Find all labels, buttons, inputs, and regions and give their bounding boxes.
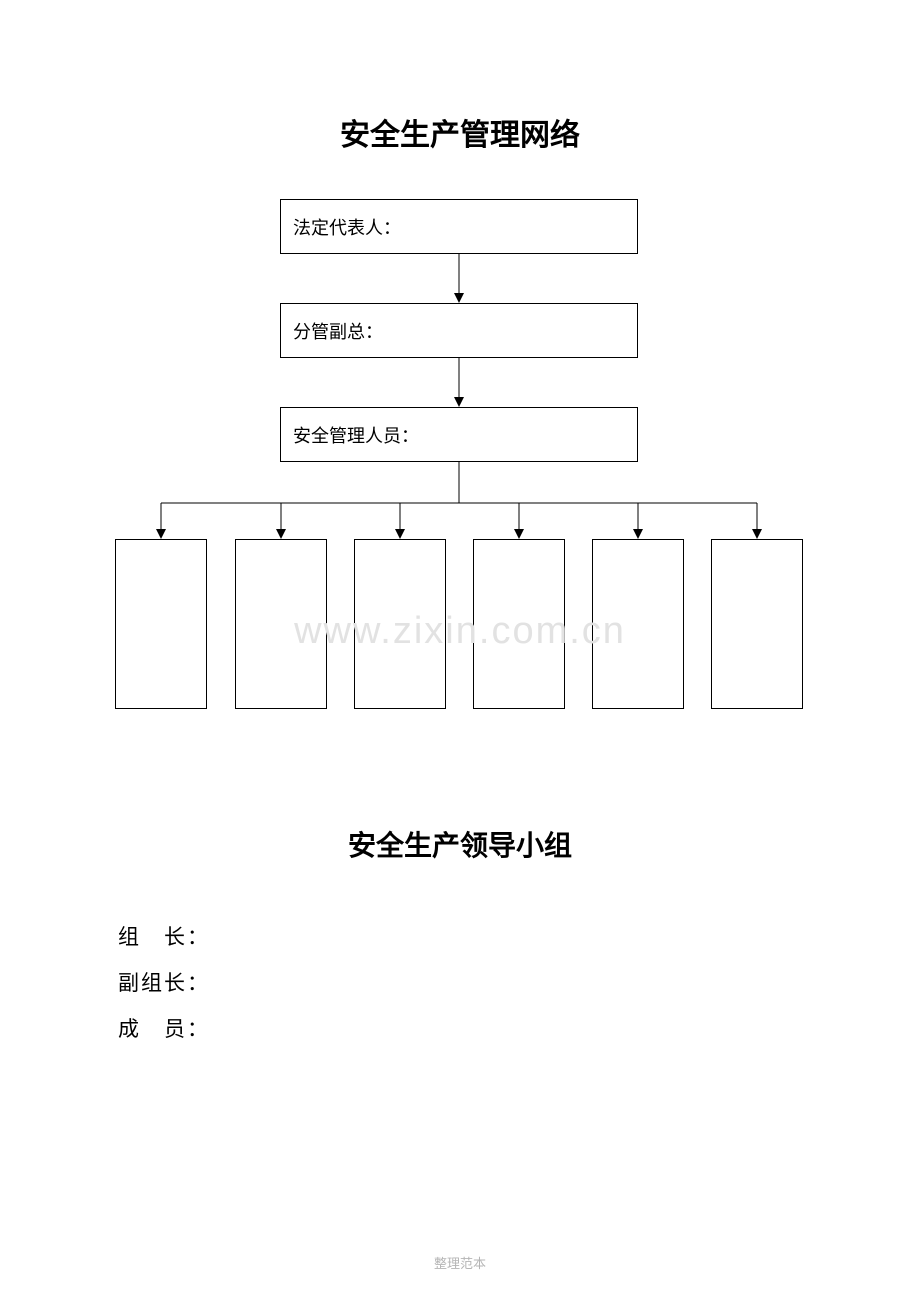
node-legal-rep: 法定代表人： xyxy=(280,199,638,254)
node-deputy-general: 分管副总： xyxy=(280,303,638,358)
leaf-node-5 xyxy=(592,539,684,709)
group-leader-label: 组 长： xyxy=(118,914,805,960)
group-list: 组 长： 副组长： 成 员： xyxy=(115,914,805,1053)
page-footer: 整理范本 xyxy=(0,1253,920,1272)
node-label: 安全管理人员： xyxy=(293,422,419,448)
group-members-label: 成 员： xyxy=(118,1006,805,1052)
section-title-1: 安全生产管理网络 xyxy=(115,110,805,154)
group-deputy-label: 副组长： xyxy=(118,960,805,1006)
org-flowchart: 法定代表人： 分管副总： 安全管理人员： xyxy=(115,199,805,719)
node-label: 法定代表人： xyxy=(293,214,401,240)
leaf-node-4 xyxy=(473,539,565,709)
leaf-node-6 xyxy=(711,539,803,709)
node-label: 分管副总： xyxy=(293,318,383,344)
leaf-node-2 xyxy=(235,539,327,709)
leaf-node-3 xyxy=(354,539,446,709)
node-safety-manager: 安全管理人员： xyxy=(280,407,638,462)
section-title-2: 安全生产领导小组 xyxy=(115,824,805,864)
leaf-node-1 xyxy=(115,539,207,709)
